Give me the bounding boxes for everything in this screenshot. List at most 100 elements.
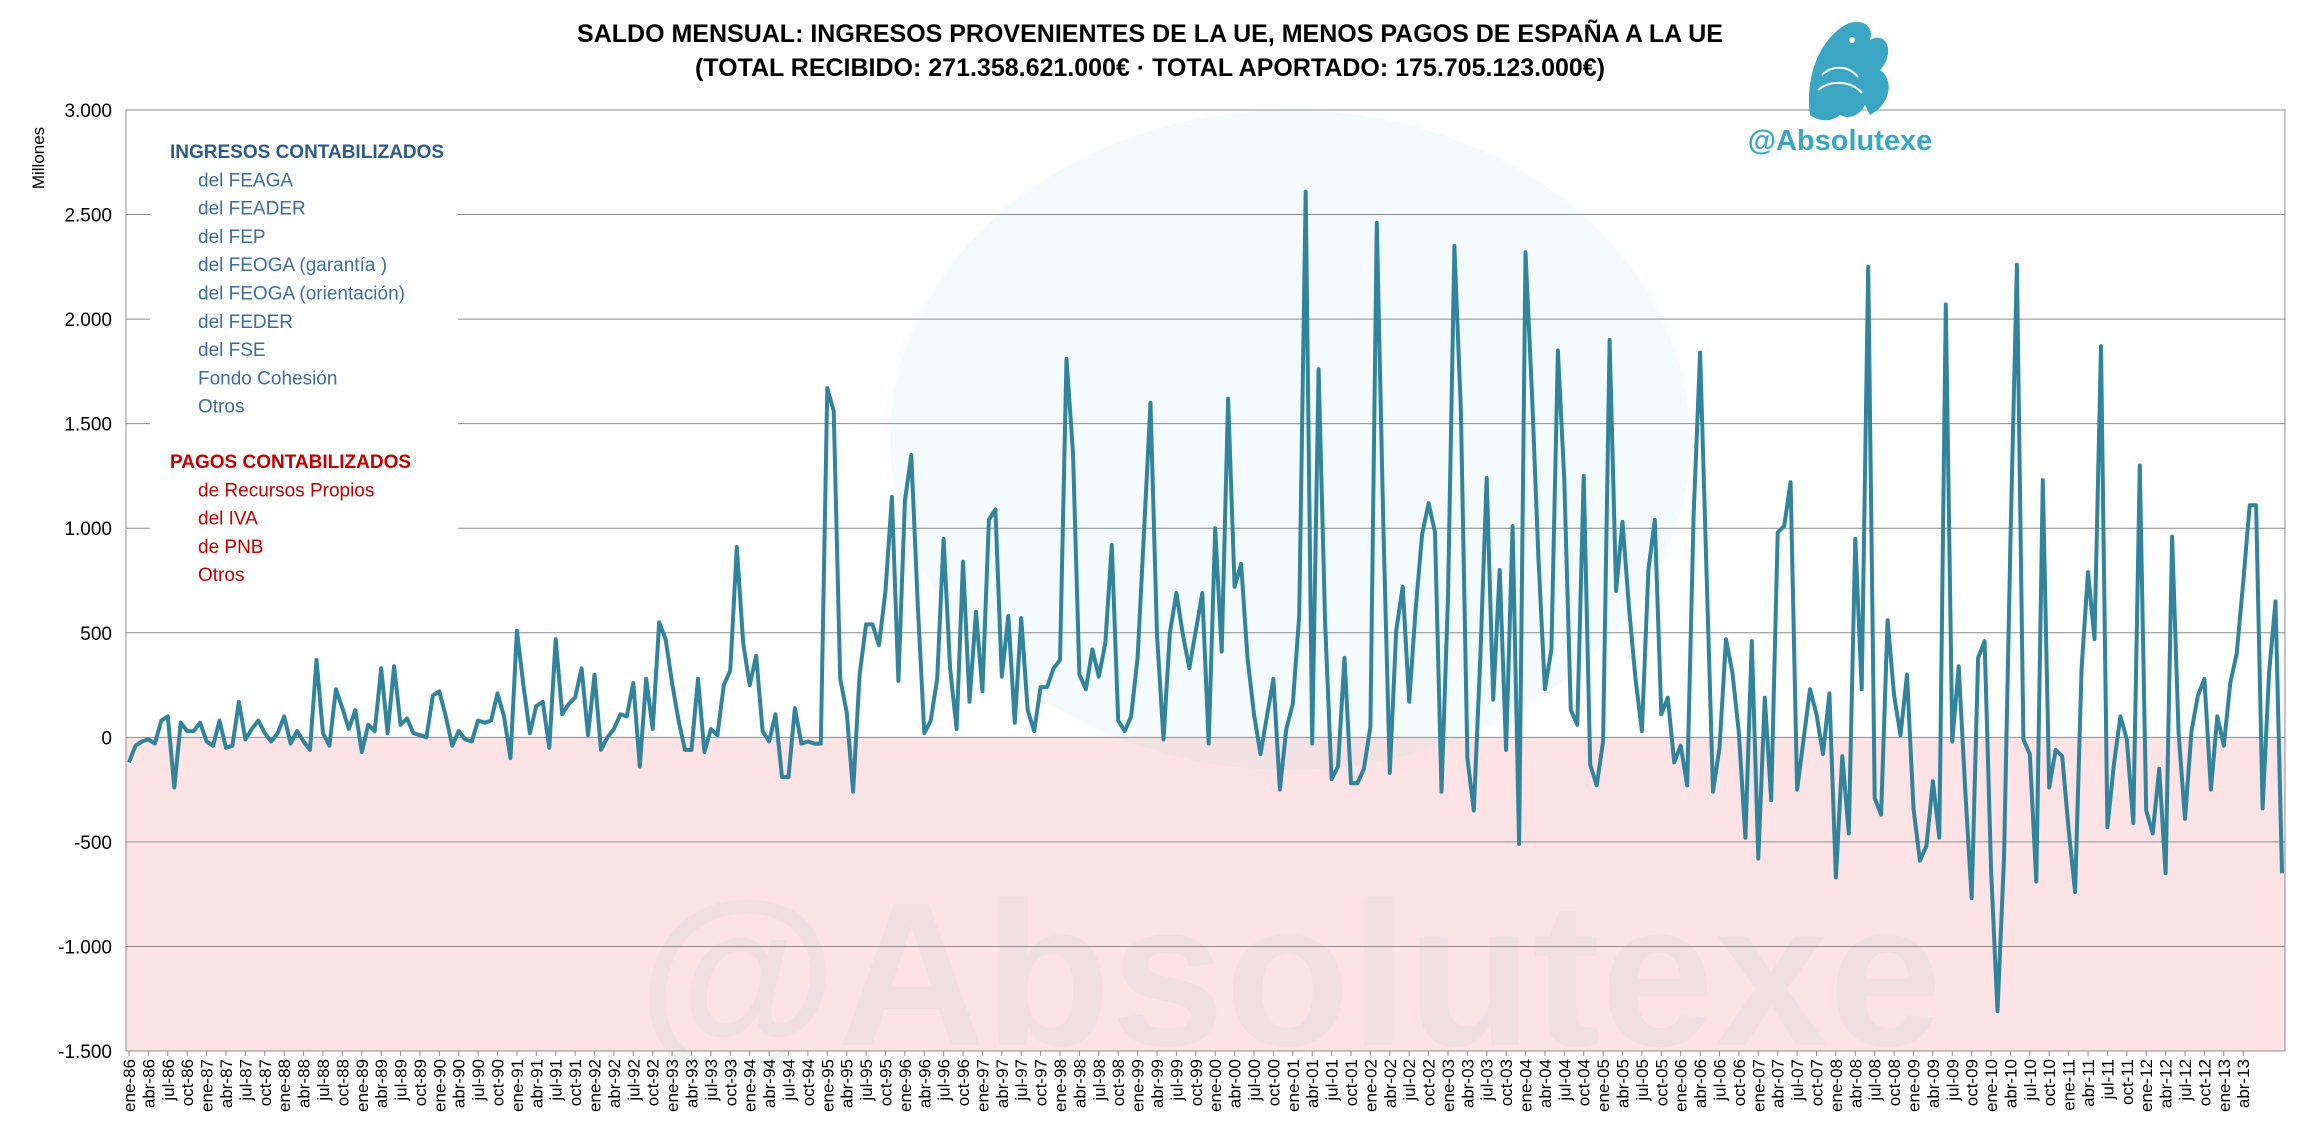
x-tick-label: oct-93 <box>721 1059 740 1106</box>
x-tick-label: abr-10 <box>2001 1059 2020 1108</box>
x-tick-label: abr-02 <box>1381 1059 1400 1108</box>
x-tick-label: oct-02 <box>1420 1059 1439 1106</box>
x-tick-label: abr-13 <box>2234 1059 2253 1108</box>
x-tick-label: abr-87 <box>217 1059 236 1108</box>
x-tick-label: ene-11 <box>2060 1059 2079 1111</box>
legend: INGRESOS CONTABILIZADOS del FEAGA del FEAD… <box>170 142 444 586</box>
x-tick-label: jul-01 <box>1323 1059 1342 1102</box>
x-tick-label: ene-95 <box>818 1059 837 1112</box>
watermark-text: @Absolutexe <box>638 860 1943 1089</box>
x-tick-label: jul-06 <box>1711 1059 1730 1102</box>
y-tick-label: 1.000 <box>64 519 112 540</box>
x-tick-label: oct-94 <box>799 1059 818 1106</box>
chart-title-line1: SALDO MENSUAL: INGRESOS PROVENIENTES DE … <box>577 18 1723 48</box>
legend-ingresos-item: del FEP <box>198 227 266 248</box>
x-tick-label: oct-95 <box>876 1059 895 1106</box>
x-tick-label: jul-90 <box>469 1059 488 1102</box>
x-tick-label: jul-03 <box>1478 1059 1497 1102</box>
x-tick-label: ene-92 <box>586 1059 605 1112</box>
x-tick-label: jul-96 <box>935 1059 954 1102</box>
y-tick-label: 2.000 <box>64 310 112 331</box>
x-tick-label: jul-97 <box>1012 1059 1031 1102</box>
x-tick-label: abr-11 <box>2079 1059 2098 1107</box>
x-tick-label: jul-09 <box>1943 1059 1962 1102</box>
x-tick-label: oct-12 <box>2195 1059 2214 1106</box>
x-tick-label: ene-93 <box>663 1059 682 1112</box>
y-tick-label: -1.500 <box>58 1042 112 1063</box>
x-tick-label: abr-01 <box>1303 1059 1322 1108</box>
x-tick-label: jul-04 <box>1555 1059 1574 1102</box>
x-tick-label: ene-99 <box>1129 1059 1148 1112</box>
x-tick-label: ene-96 <box>896 1059 915 1112</box>
y-tick-label: 2.500 <box>64 206 112 227</box>
y-tick-label: 500 <box>80 624 112 645</box>
x-tick-label: ene-88 <box>275 1059 294 1112</box>
x-tick-label: oct-99 <box>1187 1059 1206 1106</box>
x-tick-label: jul-95 <box>857 1059 876 1102</box>
x-tick-label: ene-04 <box>1517 1059 1536 1112</box>
x-tick-label: ene-91 <box>508 1059 527 1112</box>
x-tick-label: ene-97 <box>973 1059 992 1112</box>
x-tick-label: abr-07 <box>1769 1059 1788 1108</box>
y-tick-label: 1.500 <box>64 415 112 436</box>
legend-ingresos-item: Fondo Cohesión <box>198 368 337 389</box>
x-tick-label: abr-94 <box>760 1059 779 1108</box>
y-tick-label: -1.000 <box>58 937 112 958</box>
x-tick-label: abr-93 <box>682 1059 701 1108</box>
x-tick-label: ene-98 <box>1051 1059 1070 1112</box>
x-tick-label: abr-99 <box>1148 1059 1167 1108</box>
x-tick-label: ene-12 <box>2137 1059 2156 1112</box>
x-tick-label: oct-07 <box>1807 1059 1826 1106</box>
x-tick-label: jul-10 <box>2021 1059 2040 1102</box>
griffin-logo-icon <box>1809 21 1889 121</box>
x-tick-label: ene-90 <box>430 1059 449 1112</box>
legend-pagos-item: de Recursos Propios <box>198 480 374 501</box>
x-tick-label: abr-06 <box>1691 1059 1710 1108</box>
x-tick-label: oct-96 <box>954 1059 973 1106</box>
x-tick-label: oct-10 <box>2040 1059 2059 1106</box>
legend-ingresos-item: del FEOGA (orientación) <box>198 284 405 305</box>
x-tick-label: oct-09 <box>1963 1059 1982 1106</box>
legend-ingresos-item: del FEOGA (garantía ) <box>198 255 387 276</box>
x-tick-label: oct-04 <box>1575 1059 1594 1106</box>
x-tick-label: ene-87 <box>198 1059 217 1112</box>
y-axis-ticks: -1.500 -1.000 -500 0 500 1.000 1.500 2.000 2.500… <box>58 101 112 1063</box>
legend-pagos-item: del IVA <box>198 509 258 530</box>
x-tick-label: ene-02 <box>1361 1059 1380 1112</box>
legend-ingresos-item: del FSE <box>198 340 266 361</box>
plot-frame <box>125 109 2286 1052</box>
x-tick-label: oct-11 <box>2118 1059 2137 1105</box>
x-tick-label: ene-03 <box>1439 1059 1458 1112</box>
x-tick-label: oct-92 <box>644 1059 663 1106</box>
x-tick-label: abr-86 <box>139 1059 158 1108</box>
x-tick-label: oct-90 <box>489 1059 508 1106</box>
y-tick-label: 0 <box>101 728 112 749</box>
x-tick-label: oct-05 <box>1652 1059 1671 1106</box>
x-tick-label: abr-89 <box>372 1059 391 1108</box>
x-tick-label: ene-05 <box>1594 1059 1613 1112</box>
x-tick-label: jul-12 <box>2176 1059 2195 1102</box>
twitter-handle: @Absolutexe <box>1748 125 1933 157</box>
x-tick-label: oct-97 <box>1032 1059 1051 1106</box>
legend-ingresos-item: del FEAGA <box>198 170 293 191</box>
x-tick-label: oct-06 <box>1730 1059 1749 1106</box>
x-tick-label: oct-91 <box>566 1059 585 1106</box>
x-tick-label: abr-09 <box>1924 1059 1943 1108</box>
x-tick-label: ene-89 <box>353 1059 372 1112</box>
x-tick-label: abr-03 <box>1458 1059 1477 1108</box>
x-tick-label: ene-10 <box>1982 1059 2001 1112</box>
x-tick-label: ene-01 <box>1284 1059 1303 1112</box>
negative-area-background <box>126 737 2285 1051</box>
x-tick-label: oct-00 <box>1264 1059 1283 1106</box>
x-tick-label: oct-01 <box>1342 1059 1361 1106</box>
x-tick-label: ene-86 <box>120 1059 139 1112</box>
x-tick-label: ene-08 <box>1827 1059 1846 1112</box>
legend-pagos-item: Otros <box>198 565 244 586</box>
legend-ingresos-item: Otros <box>198 397 244 418</box>
x-tick-label: oct-98 <box>1109 1059 1128 1106</box>
x-tick-label: jul-11 <box>2098 1059 2117 1100</box>
x-tick-label: oct-03 <box>1497 1059 1516 1106</box>
legend-ingresos-item: del FEADER <box>198 199 306 220</box>
legend-ingresos-item: del FEDER <box>198 312 293 333</box>
